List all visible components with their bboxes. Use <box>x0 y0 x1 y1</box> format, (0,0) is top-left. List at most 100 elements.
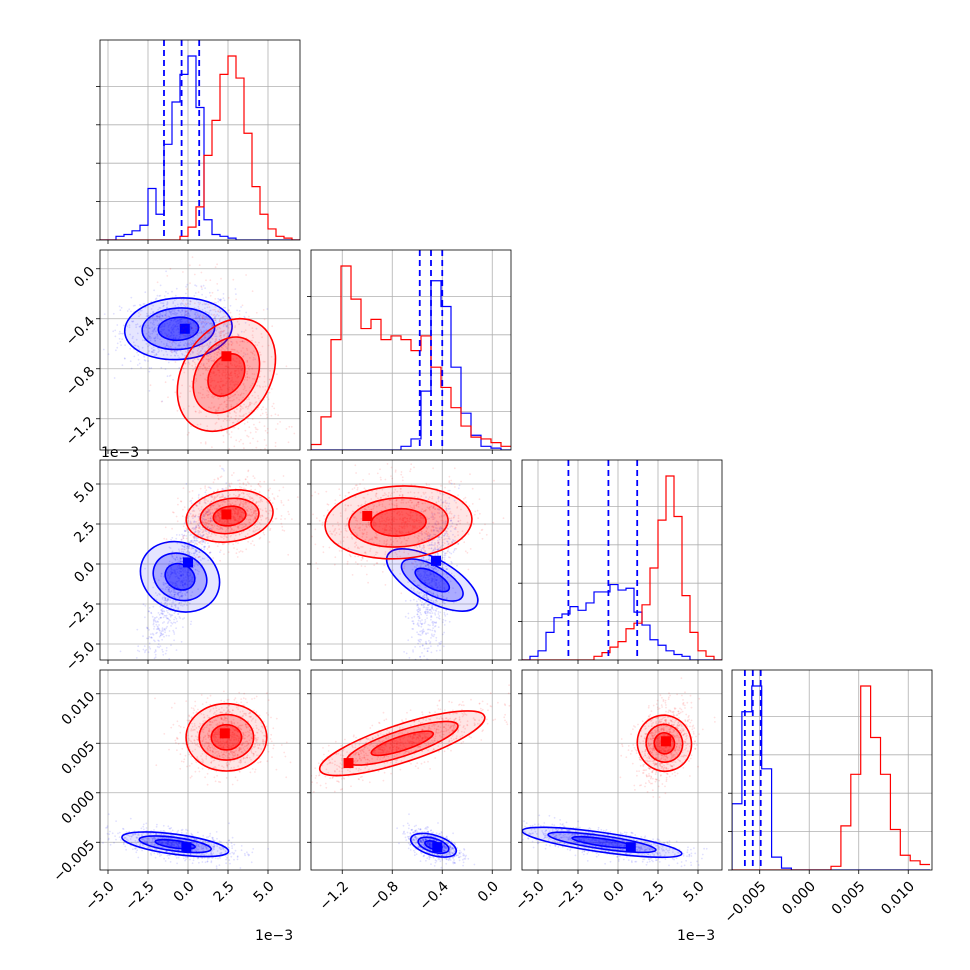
scatter-point <box>147 610 150 613</box>
scatter-point <box>240 393 242 396</box>
scatter-point <box>263 533 266 536</box>
scatter-point <box>245 389 248 392</box>
axes-frame <box>310 249 512 451</box>
scatter-panel-1-0 <box>96 249 301 454</box>
scatter-point <box>199 487 202 490</box>
scatter-point <box>156 333 159 336</box>
scatter-point <box>204 366 206 368</box>
scatter-point <box>246 451 248 453</box>
scatter-point <box>192 405 195 408</box>
scatter-point <box>221 374 224 377</box>
scatter-point <box>421 601 423 603</box>
scatter-point <box>172 378 175 381</box>
scatter-point <box>249 386 251 389</box>
scatter-point <box>146 627 149 630</box>
scatter-point <box>230 317 233 320</box>
scatter-point <box>148 390 151 392</box>
scatter-point <box>316 567 319 570</box>
scatter-point <box>184 583 186 586</box>
scatter-point <box>124 344 126 346</box>
scatter-point <box>227 366 229 369</box>
scatter-point <box>180 538 183 541</box>
scatter-point <box>241 304 244 307</box>
scatter-point <box>188 551 191 554</box>
scatter-point <box>197 495 200 497</box>
scatter-point <box>184 530 187 533</box>
scatter-point <box>152 348 155 351</box>
scatter-point <box>232 543 235 546</box>
scatter-point <box>237 375 240 378</box>
scatter-point <box>183 506 186 509</box>
scatter-point <box>169 615 172 618</box>
scatter-point <box>206 354 208 357</box>
scatter-point <box>172 337 175 340</box>
scatter-point <box>211 324 214 327</box>
scatter-point <box>217 369 220 372</box>
scatter-point <box>171 312 174 315</box>
scatter-point <box>181 310 184 313</box>
scatter-point <box>256 408 258 411</box>
scatter-point <box>254 358 256 361</box>
scatter-point <box>238 334 240 336</box>
scatter-point <box>187 312 190 314</box>
scatter-point <box>169 323 171 326</box>
scatter-point <box>184 354 186 357</box>
scatter-point <box>222 384 225 386</box>
scatter-point <box>380 478 382 481</box>
scatter-point <box>253 423 255 426</box>
scatter-point <box>223 469 225 472</box>
scatter-point <box>384 478 387 481</box>
scatter-point <box>207 303 210 306</box>
scatter-point <box>241 340 244 343</box>
scatter-point <box>244 353 247 356</box>
scatter-point <box>160 630 163 633</box>
scatter-point <box>228 482 231 485</box>
scatter-point <box>183 582 186 585</box>
scatter-point <box>184 305 187 308</box>
scatter-point <box>231 342 234 344</box>
scatter-point <box>182 487 185 489</box>
scatter-point <box>162 305 165 308</box>
scatter-point <box>287 499 290 501</box>
scatter-point <box>200 332 202 335</box>
scatter-point <box>238 372 241 374</box>
scatter-point <box>134 344 137 347</box>
scatter-point <box>175 321 178 323</box>
scatter-point <box>138 650 141 653</box>
scatter-point <box>153 628 155 630</box>
scatter-point <box>131 337 134 340</box>
scatter-point <box>226 387 229 390</box>
scatter-point <box>131 320 134 323</box>
scatter-point <box>457 543 460 545</box>
scatter-point <box>166 609 168 612</box>
scatter-point <box>173 604 176 606</box>
scatter-point <box>191 364 194 367</box>
scatter-point <box>212 451 214 453</box>
scatter-point <box>282 486 285 489</box>
scatter-point <box>186 310 188 313</box>
scatter-point <box>190 309 193 311</box>
scatter-point <box>226 347 229 350</box>
scatter-point <box>200 386 202 388</box>
scatter-point <box>231 364 234 367</box>
scatter-point <box>240 365 243 367</box>
scatter-point <box>346 560 349 563</box>
scatter-point <box>204 530 207 532</box>
scatter-point <box>237 367 240 370</box>
scatter-point <box>360 565 363 567</box>
scatter-point <box>151 316 154 319</box>
scatter-point <box>215 337 218 340</box>
scatter-point <box>440 642 442 645</box>
scatter-point <box>207 358 210 361</box>
scatter-point <box>239 340 242 343</box>
scatter-point <box>153 318 156 321</box>
scatter-point <box>221 346 223 349</box>
scatter-point <box>218 332 221 335</box>
scatter-point <box>202 540 205 543</box>
scatter-point <box>206 425 209 427</box>
scatter-point <box>430 637 432 639</box>
scatter-point <box>197 348 200 350</box>
scatter-point <box>204 542 207 544</box>
scatter-point <box>230 431 233 433</box>
scatter-point <box>166 625 169 628</box>
